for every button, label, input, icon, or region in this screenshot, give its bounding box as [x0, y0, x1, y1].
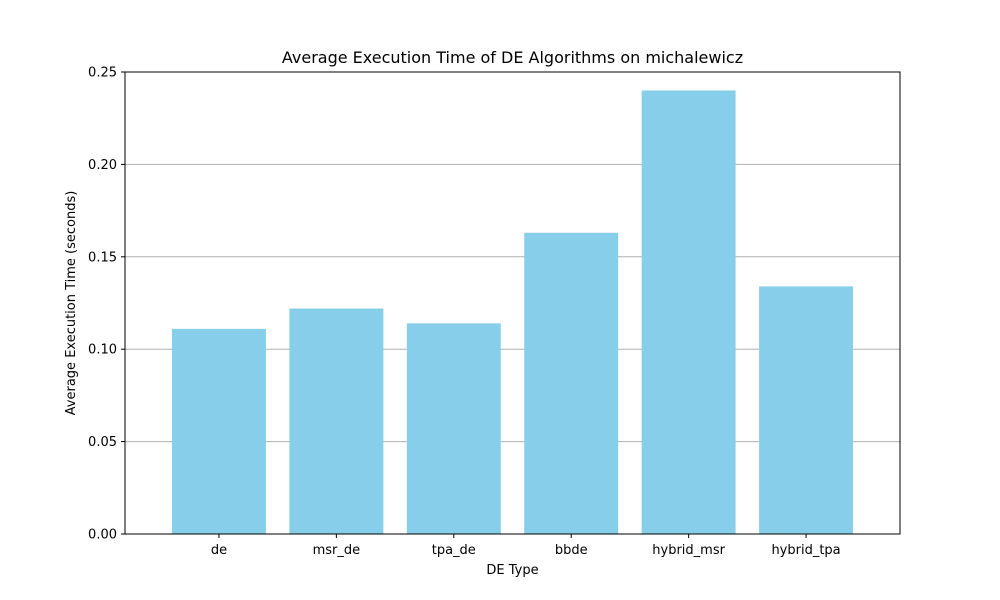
y-axis-label: Average Execution Time (seconds): [64, 191, 79, 416]
x-tick-label: hybrid_msr: [652, 543, 725, 558]
x-tick-label: hybrid_tpa: [771, 543, 840, 558]
x-tick-label: bbde: [555, 543, 588, 558]
y-tick-label: 0.25: [88, 66, 117, 81]
x-tick-label: tpa_de: [432, 543, 476, 558]
bar-de: [171, 328, 266, 534]
bar-hybrid_msr: [641, 90, 736, 534]
x-axis-label: DE Type: [486, 563, 538, 578]
bar-tpa_de: [406, 323, 501, 534]
bar-hybrid_tpa: [759, 286, 854, 534]
chart-title: Average Execution Time of DE Algorithms …: [282, 48, 743, 67]
y-tick-label: 0.05: [88, 435, 117, 450]
y-tick-label: 0.15: [88, 250, 117, 265]
bars: [171, 90, 854, 534]
y-tick-label: 0.10: [88, 343, 117, 358]
y-tick-label: 0.00: [88, 528, 117, 543]
bar-bbde: [524, 232, 619, 534]
x-tick-label: msr_de: [313, 543, 361, 558]
y-axis-ticks: 0.00 0.05 0.10 0.15 0.20 0.25: [88, 66, 125, 543]
y-tick-label: 0.20: [88, 158, 117, 173]
bar-msr_de: [289, 308, 384, 534]
x-tick-label: de: [211, 543, 227, 558]
plot-frame: [124, 71, 901, 535]
x-axis-ticks: de msr_de tpa_de bbde hybrid_msr hybrid_tpa: [211, 534, 841, 558]
